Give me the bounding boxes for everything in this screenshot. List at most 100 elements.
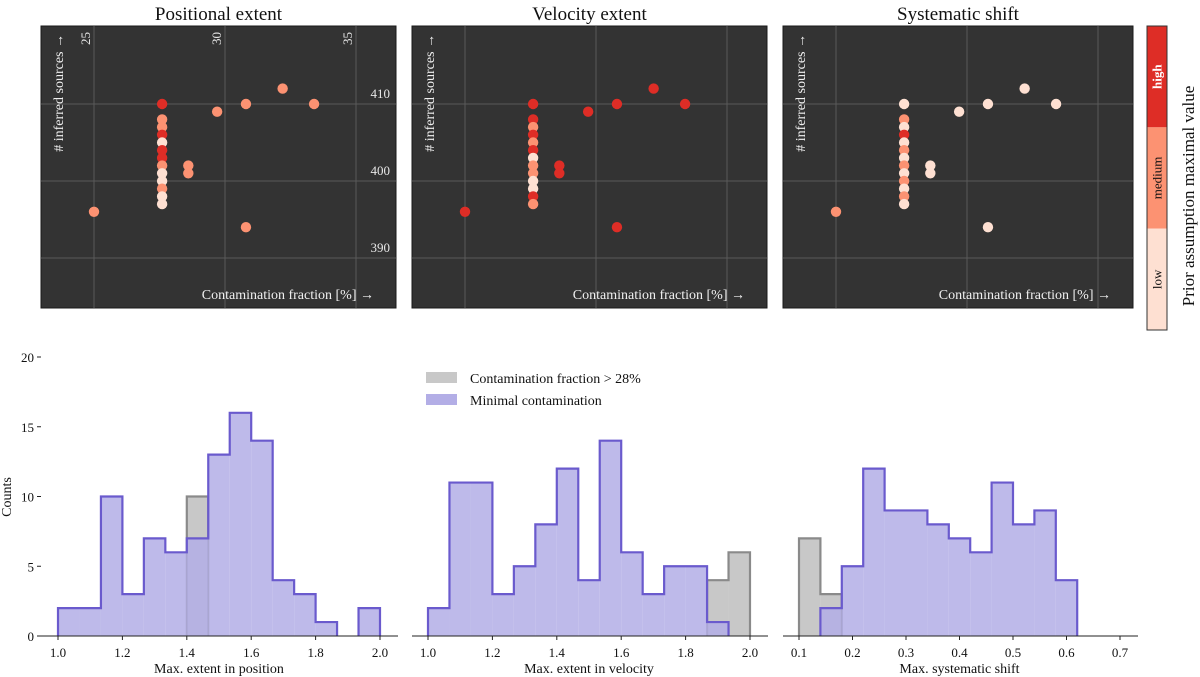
data-point — [156, 168, 168, 179]
data-point — [240, 98, 252, 110]
histogram-bar-purple — [492, 594, 514, 636]
data-point — [240, 222, 252, 233]
x-tick-label: 0.6 — [1058, 645, 1075, 660]
histogram-bar-purple — [535, 524, 557, 636]
colorbar-segment-high — [1147, 26, 1167, 128]
x-tick-label: 0.5 — [1005, 645, 1021, 660]
data-point — [527, 183, 539, 194]
colorbar-label-low: low — [1150, 269, 1165, 289]
x-tick-label: 35 — [340, 32, 355, 45]
data-point — [898, 129, 910, 140]
data-point — [527, 160, 539, 171]
data-point — [898, 121, 910, 133]
plot-area — [40, 25, 397, 309]
data-point — [898, 183, 910, 194]
histogram-bar-purple — [449, 482, 471, 636]
data-point — [925, 160, 936, 171]
legend-swatch-purple — [426, 394, 457, 405]
data-point — [156, 198, 168, 210]
x-tick-label: 0.7 — [1112, 645, 1129, 660]
y-tick-label: 5 — [28, 559, 35, 574]
data-point — [982, 222, 994, 233]
data-point — [183, 160, 194, 171]
histogram-bar-purple — [621, 552, 643, 636]
data-point — [527, 137, 539, 148]
histogram-bar-purple — [428, 608, 450, 636]
x-axis-label: Contamination fraction [%] → — [202, 288, 374, 303]
x-tick-label: 1.6 — [613, 645, 630, 660]
histogram-bar-gray — [728, 552, 750, 636]
data-point — [554, 168, 565, 179]
data-point — [1050, 98, 1062, 110]
x-axis-label: Contamination fraction [%] → — [939, 288, 1111, 303]
histogram-bar-purple — [470, 482, 493, 636]
plot-area — [782, 25, 1134, 309]
data-point — [308, 98, 320, 110]
data-point — [156, 137, 168, 148]
histogram-bar-purple — [1055, 580, 1078, 636]
y-tick-label: 0 — [28, 629, 35, 644]
y-axis-label: # inferred sources → — [794, 34, 809, 152]
data-point — [898, 152, 910, 164]
histogram-bar-purple — [251, 440, 273, 636]
histogram-bar-purple — [165, 552, 187, 636]
scatter-panel-3: Systematic shift # inferred sources → Cont… — [782, 4, 1134, 309]
data-point — [982, 98, 994, 110]
histogram-bar-purple — [841, 566, 864, 636]
histogram-bar-purple — [1013, 524, 1035, 636]
data-point — [527, 145, 539, 156]
x-tick-label: 1.4 — [549, 645, 566, 660]
data-point — [156, 121, 168, 133]
data-point — [156, 160, 168, 171]
y-tick-label: 400 — [371, 163, 391, 178]
data-point — [898, 137, 910, 148]
colorbar-frame — [1146, 25, 1168, 331]
histogram-bar-purple — [186, 538, 209, 636]
histogram-bar-purple — [948, 538, 971, 636]
data-point — [156, 191, 168, 202]
data-point — [953, 106, 965, 117]
histogram-bar-purple — [707, 622, 729, 636]
data-point — [156, 98, 168, 110]
data-point — [1019, 83, 1030, 94]
x-tick-label: 0.4 — [951, 645, 968, 660]
histogram-bar-purple — [1034, 510, 1056, 636]
data-point — [527, 129, 539, 140]
y-axis-label: Counts — [0, 477, 15, 517]
legend-label-gray: Contamination fraction > 28% — [470, 372, 641, 387]
histogram-bar-purple — [556, 468, 579, 636]
scatter-panel-1: Positional extent # inferred sources → 25 3… — [40, 4, 397, 309]
data-point — [925, 168, 936, 179]
x-axis-label: Contamination fraction [%] → — [573, 288, 745, 303]
data-point — [898, 145, 910, 156]
x-tick-label: 1.8 — [307, 645, 323, 660]
histogram-bar-purple — [884, 510, 906, 636]
histogram-bar-purple — [122, 594, 144, 636]
histogram-bar-purple — [272, 580, 295, 636]
data-point — [527, 168, 539, 179]
data-point — [459, 206, 471, 217]
x-tick-label: 1.0 — [420, 645, 436, 660]
scatter-panel-2: Velocity extent # inferred sources → Conta… — [411, 4, 768, 309]
colorbar-segment-medium — [1147, 127, 1167, 229]
data-point — [527, 98, 539, 110]
x-tick-label: 30 — [209, 32, 224, 45]
data-point — [898, 198, 910, 210]
data-point — [554, 160, 565, 171]
y-tick-label: 20 — [21, 350, 34, 365]
data-point — [527, 121, 539, 133]
data-point — [527, 152, 539, 164]
data-point — [898, 191, 910, 202]
histogram-bar-purple — [599, 440, 622, 636]
histogram-bar-purple — [642, 594, 665, 636]
x-tick-label: 1.6 — [243, 645, 260, 660]
histogram-bar-purple — [143, 538, 166, 636]
histogram-panel-3: 0.1 0.2 0.3 0.4 0.5 0.6 0.7 Max. systematic shi… — [783, 467, 1138, 677]
data-point — [898, 98, 910, 110]
colorbar-title: Prior assumption maximal value — [1179, 86, 1198, 307]
colorbar: high medium low Prior assumption maximal va… — [1146, 25, 1198, 331]
data-point — [611, 222, 623, 233]
data-point — [211, 106, 223, 117]
data-point — [183, 168, 194, 179]
data-point — [611, 98, 623, 110]
